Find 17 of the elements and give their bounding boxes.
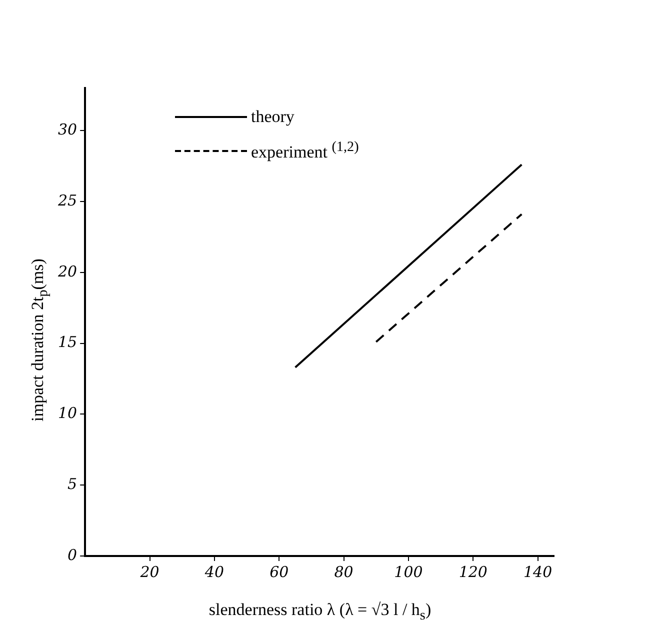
y-tick-label: 0 xyxy=(68,546,78,564)
legend-label: theory xyxy=(251,107,294,127)
x-tick-label: 20 xyxy=(139,562,160,581)
y-tick-label: 5 xyxy=(68,474,78,493)
x-axis-title: slenderness ratio λ (λ = √3 l / h$_{s}$) xyxy=(208,600,432,624)
y-tick-label: 15 xyxy=(58,333,78,352)
x-tick-label: 100 xyxy=(394,562,424,581)
y-tick-label: 25 xyxy=(56,191,78,210)
x-tick-label: 40 xyxy=(204,562,224,581)
x-tick-label: 120 xyxy=(458,562,488,581)
x-tick-label: 80 xyxy=(334,562,354,581)
x-tick-label: 140 xyxy=(524,562,553,581)
y-tick-label: 20 xyxy=(56,262,78,280)
y-tick-label: 10 xyxy=(58,404,78,422)
legend-label: experiment $^{(1,2)}$ xyxy=(251,139,359,163)
x-tick-label: 60 xyxy=(270,562,290,581)
y-tick-label: 30 xyxy=(58,120,78,138)
